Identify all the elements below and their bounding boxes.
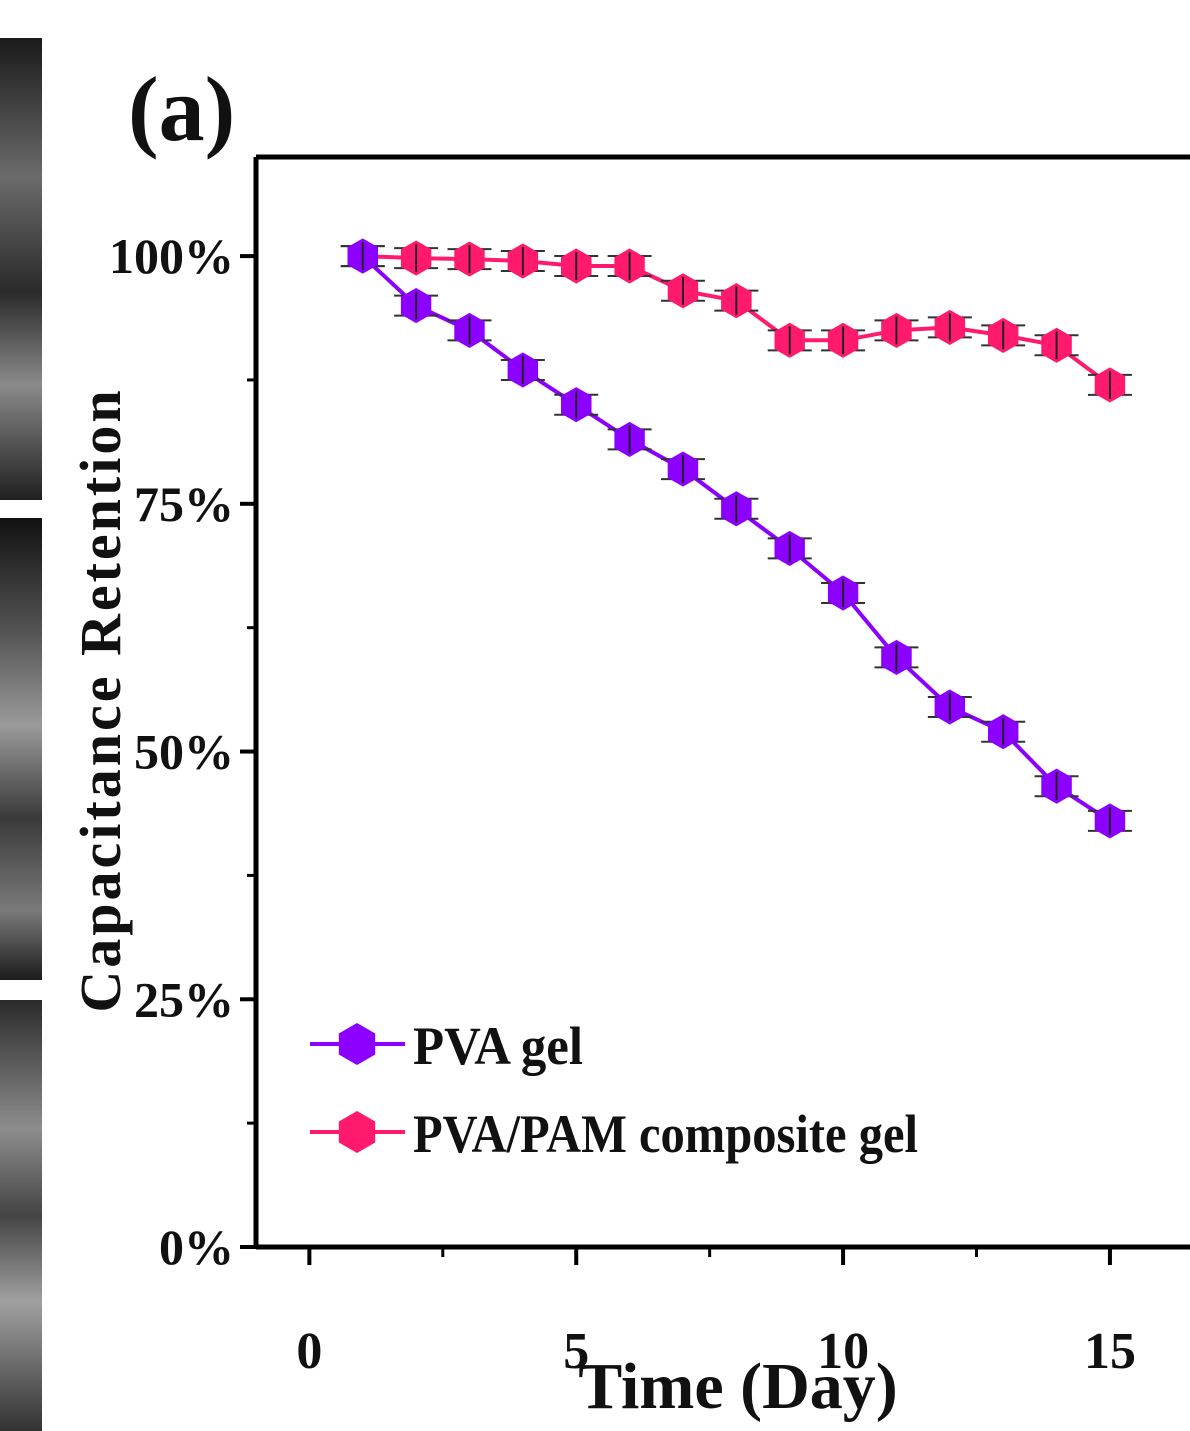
y-tick-label: 0% bbox=[159, 1219, 234, 1275]
y-tick-label: 50% bbox=[134, 724, 234, 780]
legend-item: PVA gel bbox=[310, 1016, 583, 1076]
x-tick-label: 15 bbox=[1084, 1323, 1136, 1380]
micrograph-strip-bottom bbox=[0, 1000, 42, 1431]
micrograph-strip-middle bbox=[0, 518, 42, 980]
micrograph-strip-top bbox=[0, 38, 42, 500]
y-axis-label: Capacitance Retention bbox=[68, 387, 133, 1012]
y-tick-label: 75% bbox=[134, 476, 234, 532]
series-pva-gel bbox=[340, 238, 1132, 839]
y-tick-label: 25% bbox=[134, 971, 234, 1027]
x-tick-label: 5 bbox=[563, 1323, 589, 1380]
x-tick-label: 10 bbox=[817, 1323, 869, 1380]
x-axis-label: Time (Day) bbox=[578, 1350, 898, 1423]
panel-label: (a) bbox=[128, 58, 235, 160]
x-tick-label: 0 bbox=[296, 1323, 322, 1380]
legend-marker bbox=[338, 1023, 376, 1065]
legend-label: PVA/PAM composite gel bbox=[413, 1104, 918, 1164]
legend-label: PVA gel bbox=[413, 1016, 583, 1076]
legend-item: PVA/PAM composite gel bbox=[310, 1104, 918, 1164]
legend-marker bbox=[338, 1111, 376, 1153]
y-tick-label: 100% bbox=[109, 228, 234, 284]
